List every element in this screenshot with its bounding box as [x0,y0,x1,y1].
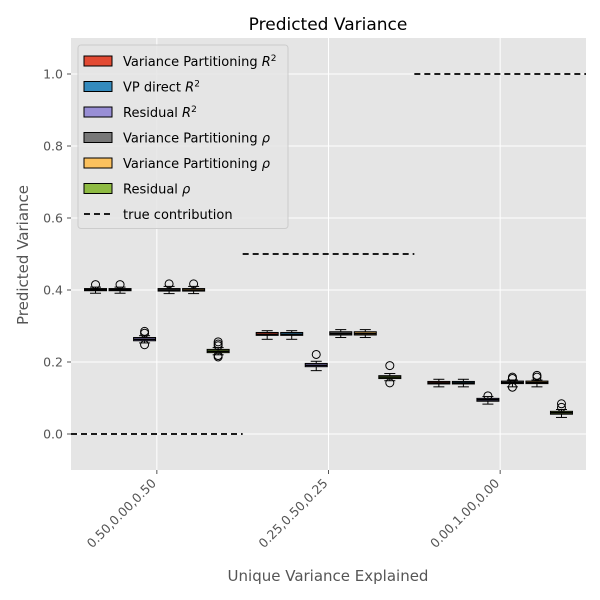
flier [311,349,321,359]
y-tick-label: 1.0 [43,67,63,82]
flier [91,280,101,290]
flier [385,378,395,388]
box [157,279,181,295]
flier [532,372,542,382]
flier [140,328,150,338]
box [525,370,549,388]
box [280,330,304,340]
flier [483,391,493,401]
box [182,279,206,295]
flier [213,337,223,347]
y-axis-label: Predicted Variance [14,185,32,325]
legend-swatch [83,106,113,118]
box [329,329,353,339]
box [353,329,377,339]
box [476,391,500,405]
y-tick-label: 0.8 [43,139,63,154]
legend-label: Variance Partitioning R2 [123,54,276,70]
flier [507,374,517,384]
true-contribution-lines [71,73,586,435]
flier [385,361,395,371]
legend-label: Residual ρ [123,183,191,198]
flier [189,279,199,289]
box [451,378,475,388]
legend-swatch [83,55,113,67]
flier [140,340,150,350]
flier [164,279,174,289]
box [84,280,108,294]
flier [213,352,223,362]
legend-label: true contribution [123,208,233,223]
legend-swatch [83,81,113,92]
flier [115,280,125,290]
y-tick-label: 0.0 [43,427,63,442]
legend-label: VP direct R2 [123,80,200,96]
legend-label: Variance Partitioning ρ [123,157,271,172]
chart-title: Predicted Variance [249,15,408,35]
legend-frame [77,44,289,229]
flier [507,382,517,392]
legend-swatch [83,157,113,169]
legend-swatch [83,132,113,143]
legend-swatch [83,183,113,194]
y-tick-label: 0.4 [43,283,63,298]
flier [556,402,566,412]
y-axis: 0.0 0.2 0.4 0.6 0.8 1.0 [43,67,71,442]
legend-label: Residual R2 [123,105,197,121]
box [304,349,328,372]
box [427,378,451,388]
box [133,326,157,350]
box [206,337,230,362]
legend: Variance Partitioning R2 VP direct R2 Resi… [77,44,289,229]
flier [556,399,566,409]
box [549,399,573,418]
box [108,280,132,294]
box [255,330,279,340]
box [500,372,524,392]
y-tick-label: 0.2 [43,355,63,370]
box [378,361,402,388]
box-series [84,279,573,418]
flier [213,341,223,351]
x-axis-label: Unique Variance Explained [228,567,429,585]
legend-label: Variance Partitioning ρ [123,132,271,147]
y-tick-label: 0.6 [43,211,63,226]
